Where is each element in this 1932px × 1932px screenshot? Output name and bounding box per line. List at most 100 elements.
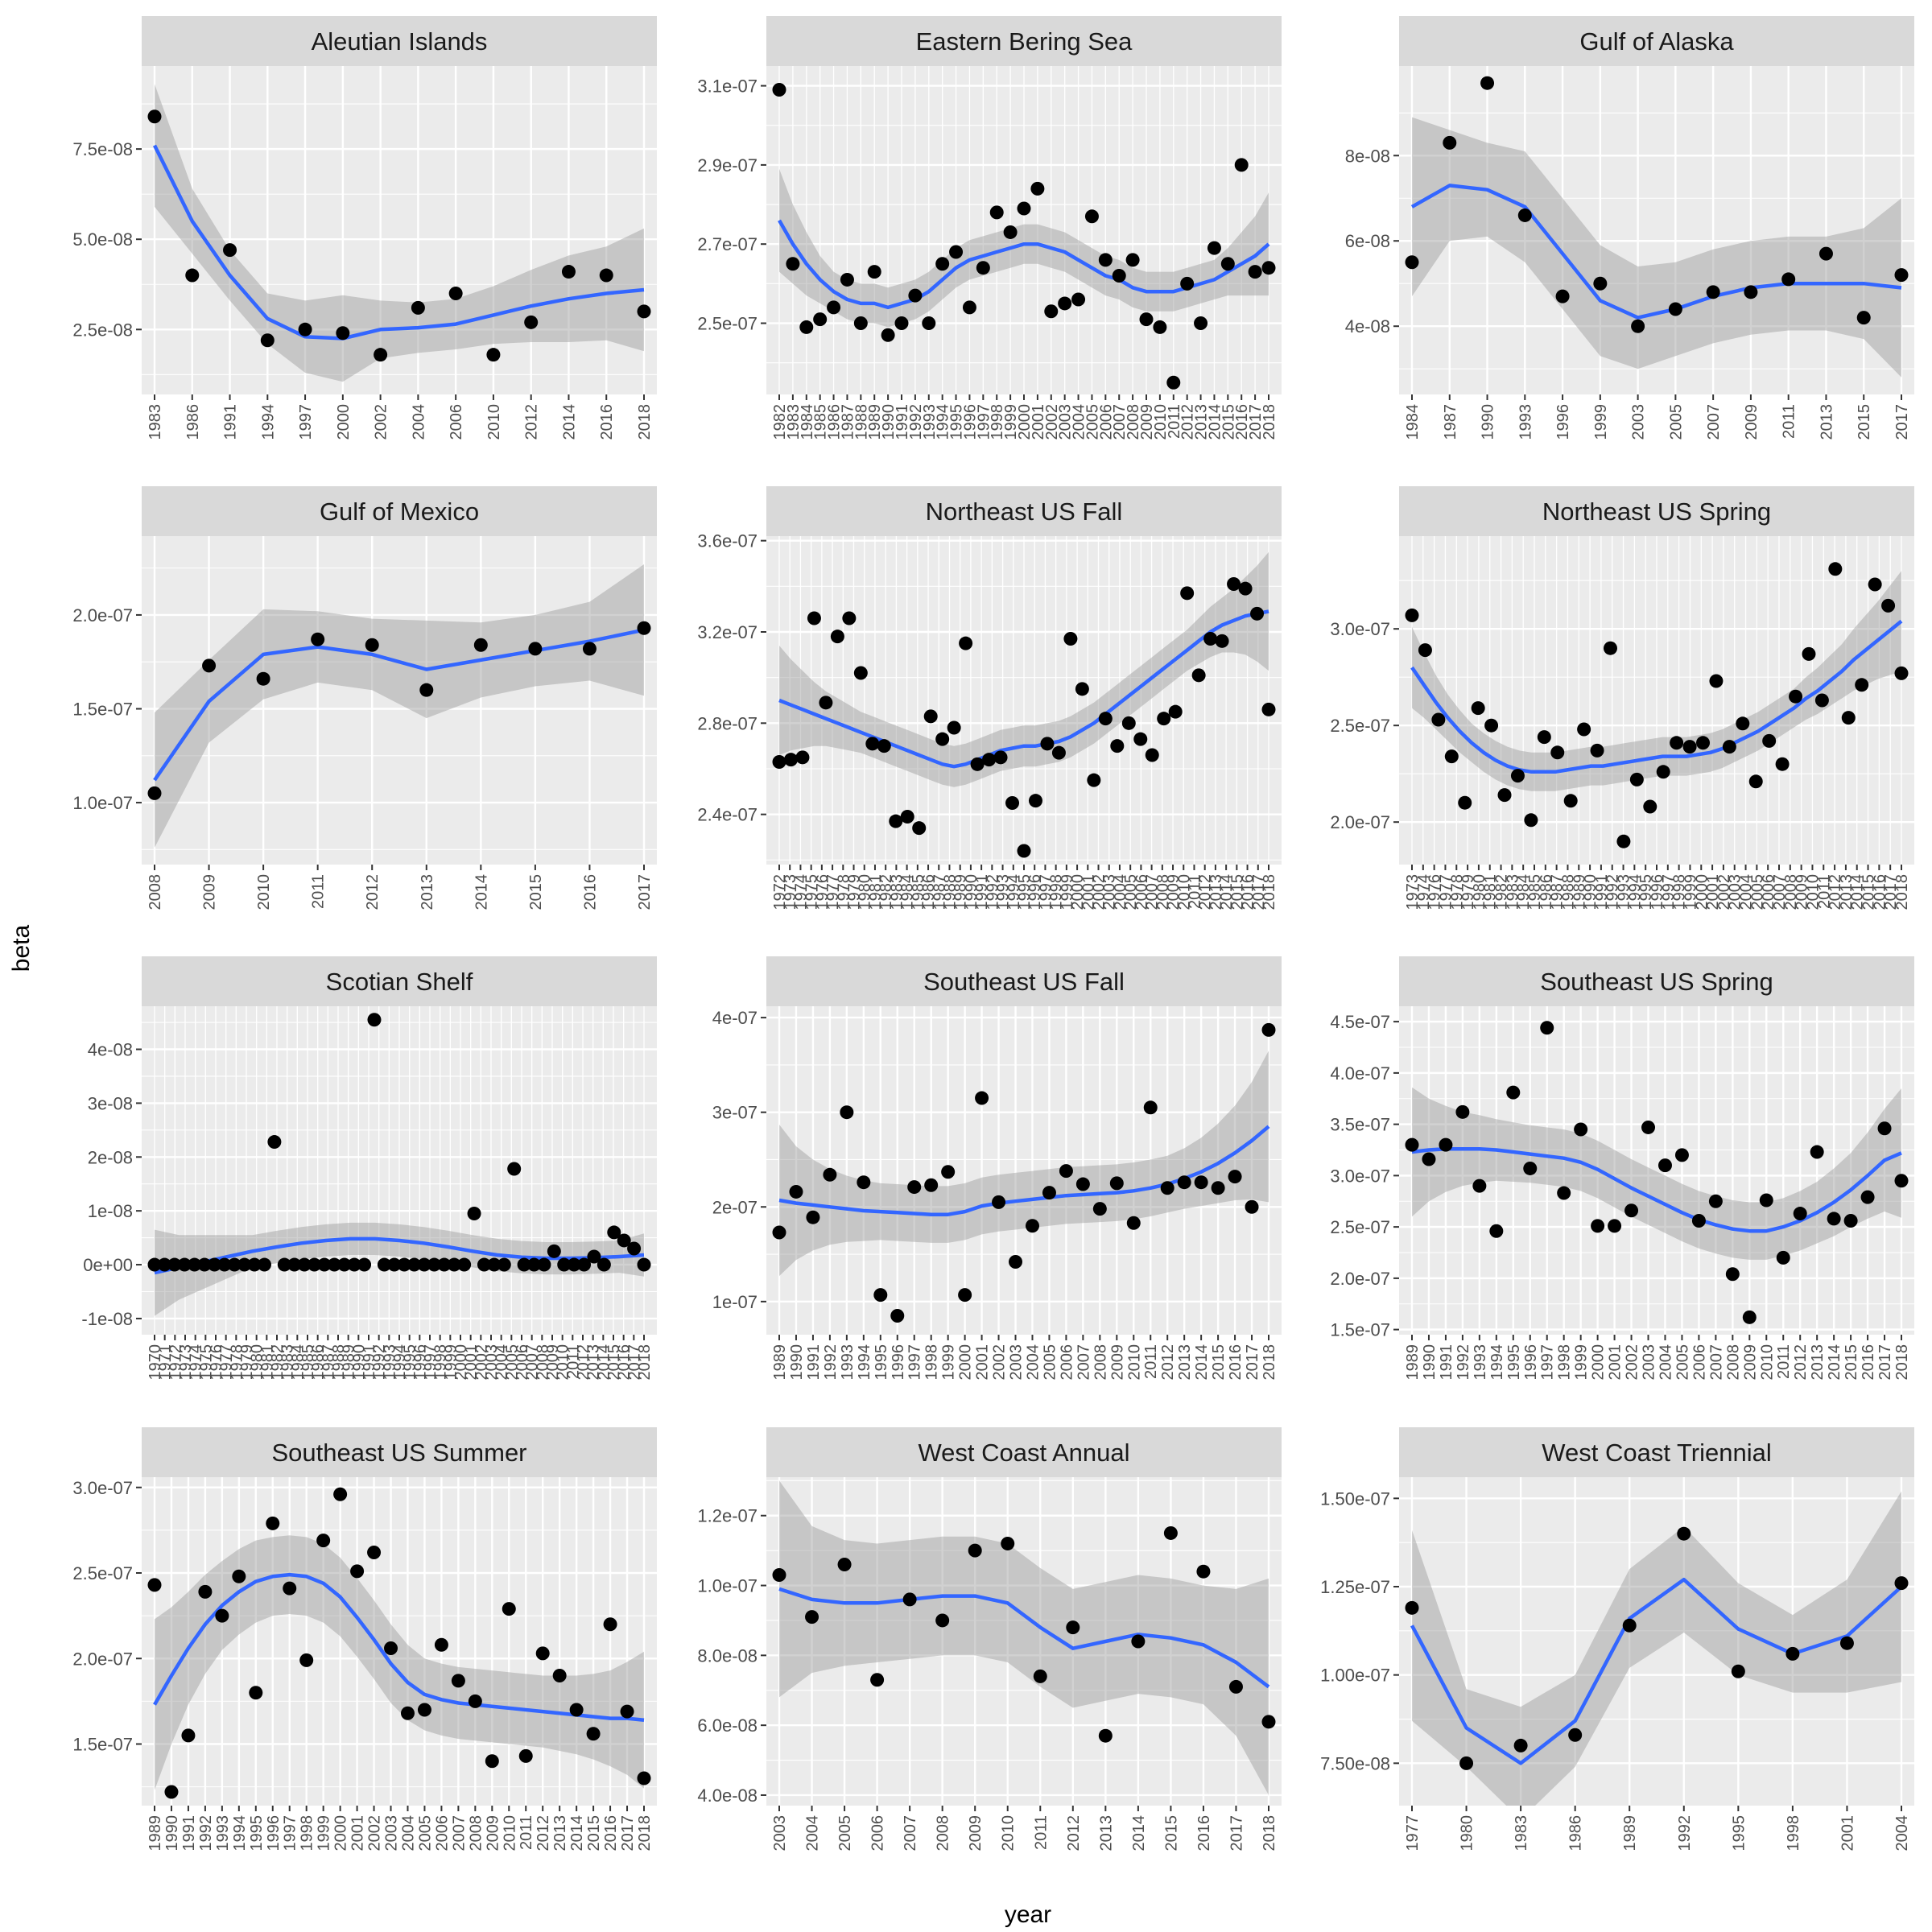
x-tick-label: 2003 [1727, 874, 1744, 910]
data-point [840, 272, 854, 287]
data-point [1087, 773, 1101, 787]
x-tick-label: 1993 [1517, 404, 1534, 440]
data-point [447, 1257, 461, 1272]
data-point [603, 1617, 617, 1632]
x-tick-label: 2013 [585, 1344, 603, 1381]
x-tick-label: 1978 [835, 874, 852, 910]
data-point [1877, 1121, 1892, 1136]
data-point [367, 1546, 382, 1559]
panel-background [1399, 66, 1914, 394]
data-point [535, 1646, 550, 1661]
data-point [637, 1257, 651, 1272]
data-point [795, 750, 810, 765]
facet-10: West Coast Annual 4.0e-08 6.0e-08 8.0e-08 1.… [697, 1427, 1282, 1852]
data-point [922, 316, 936, 331]
y-tick-label: 1.50e-07 [1320, 1488, 1390, 1509]
data-point [577, 1257, 592, 1272]
data-point [1040, 737, 1055, 751]
x-tick-label: 2012 [1159, 1344, 1177, 1381]
data-point [935, 1613, 950, 1628]
x-tick-label: 2017 [619, 1815, 637, 1852]
x-tick-label: 2000 [1016, 404, 1034, 440]
data-point [232, 1569, 246, 1583]
data-point [336, 326, 350, 341]
x-tick-label: 2009 [1741, 1344, 1759, 1381]
x-tick-label: 2013 [1097, 1815, 1115, 1852]
x-tick-label: 2016 [616, 1344, 634, 1381]
y-tick-label: 1e-07 [712, 1292, 758, 1312]
facet-title: Southeast US Spring [1540, 968, 1773, 996]
data-point [1166, 375, 1181, 390]
x-tick-label: 2010 [255, 874, 273, 910]
x-tick-label: 1991 [894, 404, 911, 440]
strip-background [766, 956, 1282, 1006]
x-tick-label: 1996 [890, 1344, 907, 1381]
data-point [365, 638, 379, 652]
data-point [457, 1257, 472, 1272]
x-tick-label: 1973 [177, 1344, 195, 1381]
confidence-ribbon [1412, 1087, 1901, 1260]
data-point [1563, 794, 1578, 808]
data-point [599, 268, 613, 283]
x-tick-label: 1999 [1059, 874, 1076, 910]
data-point [1422, 1152, 1436, 1166]
data-point [1568, 1728, 1583, 1742]
x-tick-label: 2007 [1144, 874, 1162, 910]
x-tick-label: 1990 [963, 874, 980, 910]
facet-title: Aleutian Islands [312, 27, 488, 56]
data-point [157, 1257, 171, 1272]
x-tick-label: 2013 [1193, 404, 1211, 440]
x-tick-label: 1985 [1526, 874, 1544, 910]
data-point [1674, 1148, 1689, 1162]
data-point [1497, 788, 1512, 803]
y-tick-label: 1.0e-07 [697, 1576, 758, 1596]
x-tick-label: 2014 [473, 874, 490, 910]
x-tick-label: 1992 [1604, 874, 1622, 910]
data-point [283, 1581, 297, 1596]
x-tick-label: 1987 [839, 404, 857, 440]
data-point [853, 316, 868, 331]
data-point [582, 642, 597, 656]
x-tick-label: 2004 [1071, 404, 1088, 440]
data-point [497, 1257, 511, 1272]
data-point [1098, 253, 1113, 267]
facet-3: Gulf of Mexico 1.0e-07 1.5e-07 2.0e-07 2008 2… [72, 486, 657, 910]
data-point [1459, 1756, 1474, 1770]
data-point [1555, 289, 1570, 303]
strip-background [142, 956, 657, 1006]
x-tick-label: 1987 [1549, 874, 1567, 910]
data-point [1455, 1104, 1470, 1119]
x-tick-label: 2016 [1240, 874, 1257, 910]
y-tick-label: 6e-08 [1345, 231, 1390, 251]
data-point [1180, 276, 1195, 291]
x-tick-label: 1994 [391, 1344, 409, 1381]
data-point [1058, 296, 1072, 311]
data-point [1109, 1176, 1124, 1191]
y-tick-label: 2.5e-07 [1330, 1217, 1390, 1237]
data-point [637, 621, 651, 635]
data-point [1776, 1250, 1790, 1265]
data-point [935, 732, 950, 746]
x-tick-label: 2017 [1228, 1815, 1245, 1852]
data-point [783, 753, 798, 767]
x-tick-label: 2012 [1827, 874, 1844, 910]
data-point [1001, 1536, 1015, 1550]
x-tick-label: 1983 [888, 874, 906, 910]
x-tick-label: 1976 [208, 1344, 225, 1381]
x-tick-label: 1974 [792, 874, 810, 910]
data-point [1722, 740, 1736, 754]
x-tick-label: 2014 [595, 1344, 613, 1381]
data-point [1261, 261, 1276, 275]
x-tick-label: 2002 [366, 1815, 384, 1852]
x-tick-label: 2014 [560, 404, 578, 440]
data-point [1550, 745, 1565, 760]
x-tick-label: 2009 [544, 1344, 562, 1381]
x-tick-label: 1994 [259, 404, 277, 440]
data-point [1203, 632, 1218, 646]
data-point [1810, 1145, 1824, 1159]
data-point [411, 300, 425, 315]
y-axis-title: beta [8, 924, 35, 972]
x-tick-label: 1989 [771, 1344, 789, 1381]
x-tick-label: 2017 [1893, 404, 1911, 440]
x-tick-label: 2005 [1084, 404, 1101, 440]
